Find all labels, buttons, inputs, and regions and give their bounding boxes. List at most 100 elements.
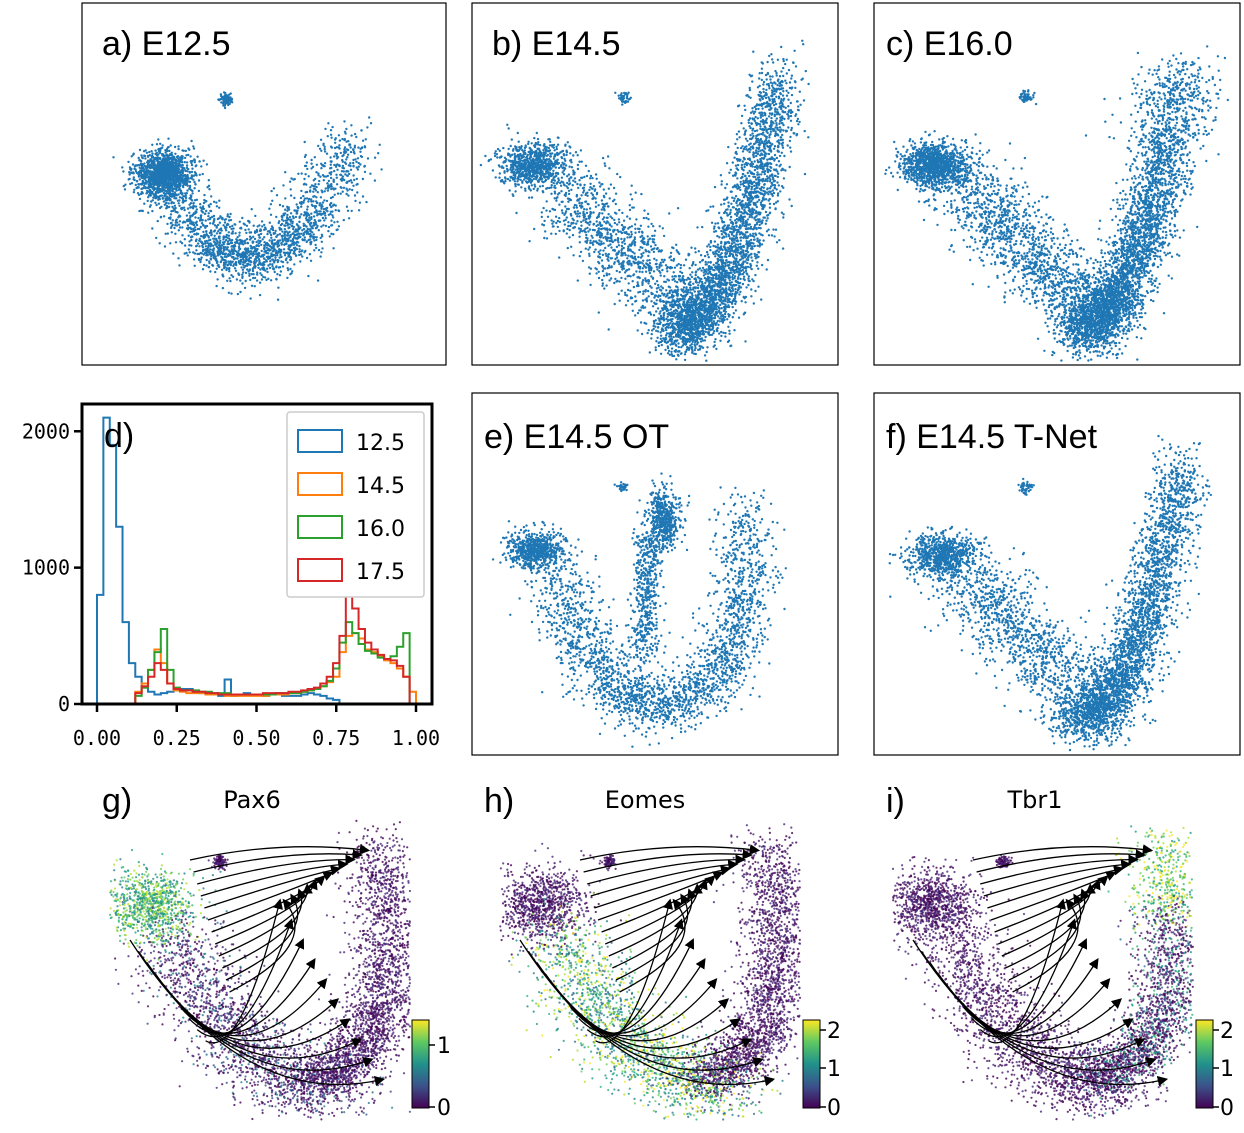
panel-a-point xyxy=(271,199,274,202)
panel-a-point xyxy=(217,236,221,240)
panel-a-point xyxy=(360,146,364,150)
panel-a-point xyxy=(215,226,218,229)
panel-a-point xyxy=(327,179,331,183)
panel-b-point xyxy=(770,53,773,56)
panel-a-point xyxy=(331,195,334,199)
panel-b-point xyxy=(670,258,673,262)
panel-a-point xyxy=(220,97,224,100)
panel-b-point xyxy=(647,225,650,228)
panel-a-point xyxy=(255,249,258,252)
panel-a-point xyxy=(218,244,221,248)
panel-a-point xyxy=(340,179,343,182)
panel-a-point xyxy=(281,265,285,268)
panel-b-point xyxy=(660,258,664,261)
panel-a-point xyxy=(317,183,320,186)
panel-a-point xyxy=(214,270,217,274)
panel-a-point xyxy=(146,199,149,203)
panel-b-point xyxy=(778,239,781,242)
panel-a-point xyxy=(157,171,160,174)
panel-b-point xyxy=(718,227,721,230)
panel-a-point xyxy=(199,214,203,217)
panel-a-point xyxy=(175,175,178,179)
panel-a-point xyxy=(220,255,223,258)
panel-a-point xyxy=(294,215,298,219)
panel-a-point xyxy=(287,268,290,272)
panel-a-point xyxy=(255,240,258,244)
panel-b-point xyxy=(604,164,607,168)
panel-b-point xyxy=(718,236,721,239)
panel-a-point xyxy=(302,199,306,202)
panel-b-point xyxy=(655,259,658,262)
panel-a-point xyxy=(260,243,263,247)
panel-b-point xyxy=(654,243,657,247)
panel-a-point xyxy=(159,216,163,219)
panel-a-point xyxy=(289,239,292,242)
panel-a-point xyxy=(234,232,237,235)
panel-b-point xyxy=(762,239,765,242)
panel-a-point xyxy=(159,190,162,193)
panel-a-point xyxy=(161,196,164,200)
panel-a-point xyxy=(336,220,339,223)
panel-a-point xyxy=(217,98,220,101)
panel-a-point xyxy=(187,234,190,237)
panel-a-point xyxy=(170,156,174,159)
panel-a-point xyxy=(257,244,260,248)
panel-a-point xyxy=(227,101,230,104)
panel-a-point xyxy=(187,180,190,183)
panel-b-point xyxy=(722,211,726,215)
panel-a-point xyxy=(263,245,266,248)
panel-a-point xyxy=(174,158,178,161)
panel-a-point xyxy=(188,170,191,174)
panel-a-point xyxy=(276,298,280,301)
panel-b-point xyxy=(733,219,737,222)
panel-a-point xyxy=(321,201,325,204)
panel-b-point xyxy=(574,180,577,184)
panel-a-point xyxy=(192,147,196,150)
panel-b-point xyxy=(793,49,796,52)
panel-b-point xyxy=(664,334,668,337)
panel-a-point xyxy=(330,219,333,222)
panel-a-point xyxy=(306,218,310,222)
panel-a-point xyxy=(178,196,182,199)
panel-a-point xyxy=(314,220,317,224)
panel-a-point xyxy=(202,263,206,267)
panel-a-point xyxy=(178,264,181,267)
panel-a-point xyxy=(296,229,299,232)
panel-a-point xyxy=(289,218,293,222)
panel-a-point xyxy=(232,256,235,259)
panel-a-point xyxy=(180,207,183,210)
panel-a-point xyxy=(276,260,279,264)
panel-a-point xyxy=(340,170,344,173)
panel-b-point xyxy=(764,96,768,100)
panel-b-point xyxy=(728,313,731,317)
panel-a-point xyxy=(184,199,188,202)
panel-a-point xyxy=(112,156,115,159)
panel-a-point xyxy=(184,149,187,153)
panel-a-point xyxy=(222,249,225,253)
panel-a-point xyxy=(186,219,189,223)
panel-a-point xyxy=(207,179,210,182)
panel-b-point xyxy=(770,166,773,169)
panel-a-point xyxy=(231,250,234,253)
panel-b-point xyxy=(642,292,645,296)
panel-a-point xyxy=(203,212,207,215)
panel-b-point xyxy=(712,263,715,267)
panel-a-point xyxy=(236,239,239,242)
panel-b-points xyxy=(479,39,810,362)
panel-a-point xyxy=(199,225,202,229)
panel-b-point xyxy=(652,314,656,317)
panel-a-point xyxy=(190,163,194,167)
panel-a-point xyxy=(270,227,273,231)
panel-a-point xyxy=(138,166,141,169)
panel-a-point xyxy=(350,124,353,127)
panel-a-point xyxy=(168,179,171,182)
panel-a-point xyxy=(195,244,198,247)
panel-a-point xyxy=(157,202,161,205)
panel-b-point xyxy=(626,215,629,218)
panel-b-point xyxy=(600,259,604,262)
panel-b-point xyxy=(578,241,581,244)
panel-a-point xyxy=(306,230,309,233)
panel-b-point xyxy=(713,340,716,344)
panel-b-point xyxy=(772,61,775,64)
panel-a-point xyxy=(273,270,276,274)
